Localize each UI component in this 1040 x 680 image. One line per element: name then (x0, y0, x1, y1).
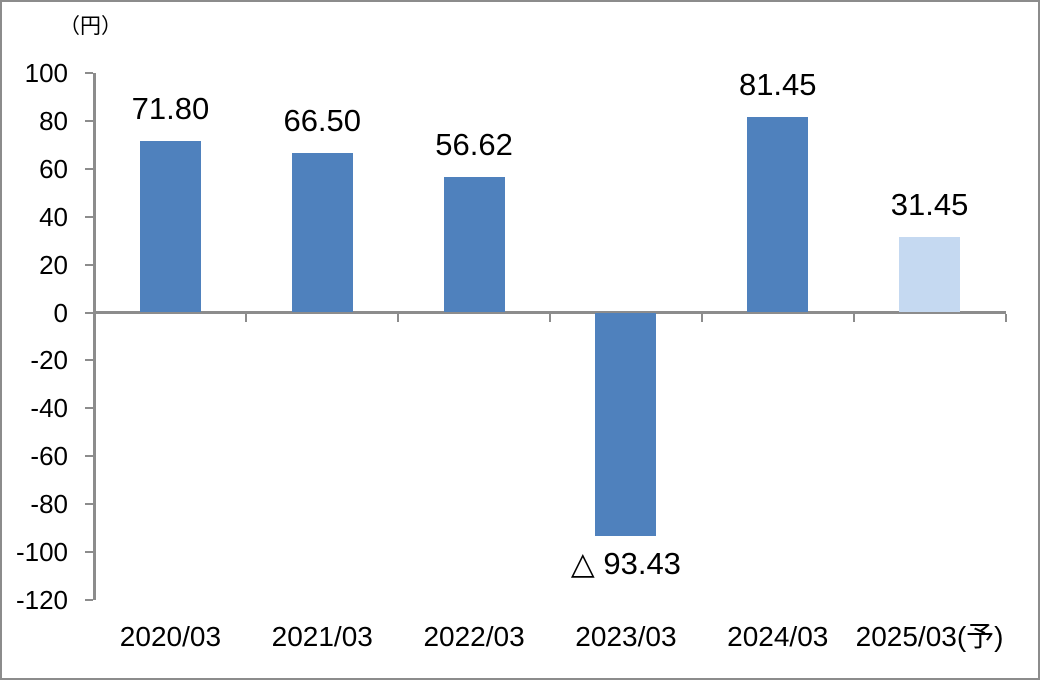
y-axis-tick-label: 40 (39, 201, 68, 232)
x-axis-tick-label: 2021/03 (271, 621, 373, 652)
bar (139, 140, 201, 313)
y-axis-tick (85, 407, 93, 410)
y-axis-tick (85, 263, 93, 266)
bar-data-label: △ 93.43 (570, 546, 681, 582)
x-axis-tick (700, 314, 703, 322)
bar-data-label: 56.62 (435, 126, 513, 162)
x-axis-tick (245, 314, 248, 322)
x-axis-tick (1004, 314, 1007, 322)
y-axis-tick (85, 167, 93, 170)
x-axis-tick-label: 2023/03 (575, 621, 677, 652)
y-axis-tick (85, 311, 93, 314)
y-axis-tick-label: 80 (39, 105, 68, 136)
y-axis-tick-label: -80 (30, 489, 68, 520)
y-axis-tick-label: -100 (15, 537, 68, 568)
y-axis-tick (85, 71, 93, 74)
x-axis-tick-label: 2020/03 (119, 621, 222, 652)
y-axis-tick-label: 100 (24, 57, 68, 88)
y-axis-unit-label: （円） (59, 15, 122, 38)
x-axis-tick (93, 314, 96, 322)
y-axis-tick (85, 598, 93, 601)
x-axis-tick-label: 2024/03 (727, 621, 829, 652)
x-axis-line (93, 311, 1006, 314)
bar (899, 237, 961, 313)
x-axis-tick-label: 2022/03 (423, 621, 525, 652)
y-axis-tick (85, 455, 93, 458)
y-axis-line (93, 73, 96, 600)
bar (595, 312, 657, 537)
y-axis-tick-label: -20 (30, 345, 68, 376)
y-axis-tick-label: -120 (15, 584, 68, 615)
x-axis-tick (852, 314, 855, 322)
y-axis-tick (85, 551, 93, 554)
bar (291, 153, 353, 313)
y-axis-tick (85, 503, 93, 506)
y-axis-tick-label: 60 (39, 153, 68, 184)
bar-data-label: 81.45 (738, 67, 817, 103)
bar-data-label: 71.80 (131, 90, 210, 126)
y-axis-tick (85, 119, 93, 122)
y-axis-tick (85, 359, 93, 362)
y-axis-tick-label: 20 (39, 249, 68, 280)
bar (747, 117, 809, 313)
x-axis-tick-label: 2025/03(予) (855, 621, 1004, 652)
y-axis-tick-label: -40 (30, 393, 68, 424)
y-axis-tick-label: -60 (30, 441, 68, 472)
bar (443, 176, 505, 313)
x-axis-tick (397, 314, 400, 322)
x-axis-tick (549, 314, 551, 322)
y-axis-tick (85, 215, 93, 218)
bar-data-label: 31.45 (890, 187, 969, 223)
bar-data-label: 66.50 (283, 103, 362, 139)
y-axis-tick-label: 0 (53, 297, 68, 328)
